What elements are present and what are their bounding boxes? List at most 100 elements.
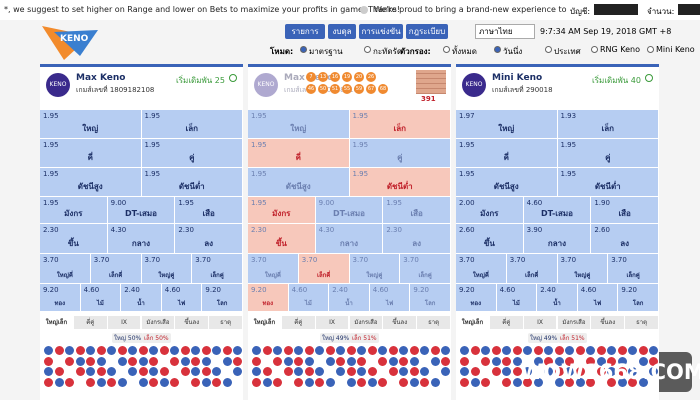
bet-cell[interactable]: 9.20 ทอง	[248, 284, 289, 312]
bet-cell[interactable]: 2.30 ลง	[175, 224, 243, 254]
bet-cell[interactable]: 3.90 กลาง	[523, 224, 592, 254]
bet-cell[interactable]: 2.40 น้ำ	[121, 284, 162, 312]
bet-cell[interactable]: 1.95 คี่	[456, 139, 558, 168]
bet-cell[interactable]: 3.70 ใหญ่คู่	[141, 254, 193, 284]
bet-cell[interactable]: 3.70 เล็กคู่	[192, 254, 243, 284]
history-tab[interactable]: ใหญ่เล็ก	[456, 316, 490, 329]
bet-cell[interactable]: 1.95 เล็ก	[349, 110, 451, 139]
bet-cell[interactable]: 1.95 ดัชนีสูง	[248, 168, 350, 197]
bet-cell[interactable]: 1.95 คี่	[40, 139, 142, 168]
history-tab[interactable]: ขึ้นลง	[591, 316, 626, 329]
bet-cell[interactable]: 1.90 เสือ	[591, 197, 659, 224]
bet-cell[interactable]: 4.60 ไม้	[496, 284, 538, 312]
nav-button[interactable]: รายการ	[285, 24, 325, 39]
history-tab[interactable]: ธาตุ	[625, 316, 659, 329]
history-tab[interactable]: IX	[523, 316, 558, 329]
bet-cell[interactable]: 4.60 ไฟ	[369, 284, 411, 312]
history-tab[interactable]: IX	[315, 316, 350, 329]
bet-cell[interactable]: 1.97 ใหญ่	[456, 110, 558, 139]
radio[interactable]	[647, 46, 654, 53]
history-tab[interactable]: IX	[107, 316, 142, 329]
bet-cell[interactable]: 3.70 เล็กคี่	[298, 254, 350, 284]
road-dot	[409, 346, 419, 355]
bet-cell[interactable]: 1.95 เสือ	[175, 197, 243, 224]
bet-cell[interactable]: 3.70 เล็กคี่	[90, 254, 142, 284]
bet-cell[interactable]: 4.60 ไฟ	[577, 284, 619, 312]
history-tab[interactable]: มังกรเสือ	[557, 316, 592, 329]
bet-cell[interactable]: 1.95 ดัชนีสูง	[456, 168, 558, 197]
bet-cell[interactable]: 1.93 เล็ก	[557, 110, 659, 139]
bet-cell[interactable]: 4.60 ไม้	[288, 284, 330, 312]
bet-cell[interactable]: 3.70 ใหญ่คู่	[557, 254, 609, 284]
bet-cell[interactable]: 1.95 ดัชนีต่ำ	[141, 168, 243, 197]
bet-cell[interactable]: 2.40 น้ำ	[329, 284, 370, 312]
road-dot	[420, 367, 429, 376]
bet-cell[interactable]: 1.95 ดัชนีต่ำ	[557, 168, 659, 197]
history-tab[interactable]: ขึ้นลง	[175, 316, 210, 329]
bet-cell[interactable]: 4.30 กลาง	[315, 224, 384, 254]
radio[interactable]	[364, 46, 371, 53]
radio[interactable]	[443, 46, 450, 53]
bet-cell[interactable]: 3.70 ใหญ่คี่	[456, 254, 507, 284]
bet-cell[interactable]: 4.60 ไฟ	[161, 284, 203, 312]
bet-cell[interactable]: 1.95 มังกร	[248, 197, 316, 224]
stat-badge: เล็ก 51%	[350, 333, 379, 343]
bet-cell[interactable]: 1.95 มังกร	[40, 197, 108, 224]
bet-cell[interactable]: 3.70 เล็กคี่	[506, 254, 558, 284]
history-tab[interactable]: ใหญ่เล็ก	[40, 316, 74, 329]
bet-cell[interactable]: 1.95 เสือ	[383, 197, 451, 224]
bet-cell[interactable]: 9.20 โลก	[202, 284, 243, 312]
bet-cell[interactable]: 9.20 โลก	[410, 284, 451, 312]
history-tab[interactable]: มังกรเสือ	[141, 316, 176, 329]
bet-cell[interactable]: 9.20 ทอง	[456, 284, 497, 312]
bet-cell[interactable]: 3.70 เล็กคู่	[608, 254, 659, 284]
bet-cell[interactable]: 1.95 ใหญ่	[40, 110, 142, 139]
bet-cell[interactable]: 9.00 DT-เสมอ	[107, 197, 176, 224]
history-tab[interactable]: ธาตุ	[209, 316, 243, 329]
bet-cell[interactable]: 2.00 มังกร	[456, 197, 524, 224]
top-bar	[0, 0, 700, 20]
nav-button[interactable]: งบดุล	[328, 24, 356, 39]
bet-cell[interactable]: 4.60 DT-เสมอ	[523, 197, 592, 224]
bet-cell[interactable]: 1.95 ดัชนีต่ำ	[349, 168, 451, 197]
bet-cell[interactable]: 9.00 DT-เสมอ	[315, 197, 384, 224]
bet-cell[interactable]: 2.30 ลง	[383, 224, 451, 254]
bet-cell[interactable]: 1.95 เล็ก	[141, 110, 243, 139]
bet-cell[interactable]: 1.95 คู่	[349, 139, 451, 168]
language-select[interactable]: ภาษาไทย	[475, 24, 535, 39]
bet-cell[interactable]: 1.95 ดัชนีสูง	[40, 168, 142, 197]
history-tab[interactable]: คี่คู่	[489, 316, 524, 329]
bet-cell[interactable]: 4.30 กลาง	[107, 224, 176, 254]
road-dot	[460, 377, 469, 387]
road-dot	[441, 367, 450, 376]
nav-button[interactable]: กฎระเบียบ	[406, 24, 448, 39]
bet-cell[interactable]: 2.60 ลง	[591, 224, 659, 254]
history-tab[interactable]: ธาตุ	[417, 316, 451, 329]
radio[interactable]	[494, 46, 501, 53]
radio[interactable]	[300, 46, 307, 53]
bet-cell[interactable]: 2.60 ขึ้น	[456, 224, 524, 254]
bet-cell[interactable]: 2.30 ขึ้น	[248, 224, 316, 254]
history-tab[interactable]: ขึ้นลง	[383, 316, 418, 329]
bet-cell[interactable]: 9.20 โลก	[618, 284, 659, 312]
bet-cell[interactable]: 3.70 ใหญ่คี่	[248, 254, 299, 284]
bet-cell[interactable]: 2.40 น้ำ	[537, 284, 578, 312]
bet-cell[interactable]: 4.60 ไม้	[80, 284, 122, 312]
bet-cell[interactable]: 3.70 ใหญ่คี่	[40, 254, 91, 284]
history-tab[interactable]: คี่คู่	[73, 316, 108, 329]
bet-cell[interactable]: 3.70 ใหญ่คู่	[349, 254, 401, 284]
bet-cell[interactable]: 1.95 คี่	[248, 139, 350, 168]
history-tab[interactable]: ใหญ่เล็ก	[248, 316, 282, 329]
bet-cell[interactable]: 2.30 ขึ้น	[40, 224, 108, 254]
bet-cell[interactable]: 1.95 คู่	[557, 139, 659, 168]
bet-cell[interactable]: 3.70 เล็กคู่	[400, 254, 451, 284]
history-tab[interactable]: มังกรเสือ	[349, 316, 384, 329]
radio[interactable]	[591, 46, 598, 53]
bet-cell[interactable]: 1.95 ใหญ่	[248, 110, 350, 139]
radio[interactable]	[545, 46, 552, 53]
history-tab[interactable]: คี่คู่	[281, 316, 316, 329]
nav-button[interactable]: การแข่งขัน	[359, 24, 403, 39]
datetime: 9:7:34 AM Sep 19, 2018 GMT +8	[540, 27, 672, 36]
bet-cell[interactable]: 9.20 ทอง	[40, 284, 81, 312]
bet-cell[interactable]: 1.95 คู่	[141, 139, 243, 168]
